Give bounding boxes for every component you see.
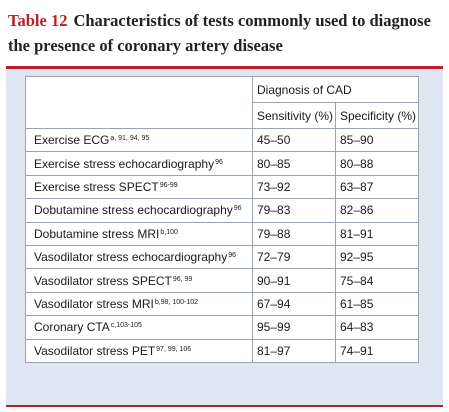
test-name: Vasodilator stress echocardiography [34, 250, 228, 265]
test-name-cell: Vasodilator stress SPECT96, 99 [25, 268, 253, 293]
test-name: Dobutamine stress MRI [34, 226, 160, 241]
test-name-cell: Coronary CTAc,103-105 [25, 315, 253, 340]
reference-superscript: 97, 99, 106 [156, 345, 192, 353]
test-name-cell: Dobutamine stress MRIb,100 [25, 221, 253, 246]
table-number: Table 12 [8, 11, 68, 30]
reference-superscript: 96-99 [159, 181, 178, 189]
test-name: Vasodilator stress MRI [34, 296, 154, 311]
bottom-rule [6, 405, 443, 407]
reference-superscript: b,100 [160, 228, 178, 236]
table-row: Vasodilator stress echocardiography96 72–… [25, 244, 419, 270]
test-name-cell: Exercise stress SPECT96-99 [25, 174, 253, 200]
table-row: Exercise stress echocardiography96 80–85 8… [25, 151, 419, 176]
sensitivity-header: Sensitivity (%) [252, 102, 336, 129]
specificity-cell: 80–88 [335, 151, 419, 176]
table-caption: Table 12 Characteristics of tests commonl… [8, 8, 444, 58]
sensitivity-cell: 90–91 [252, 268, 336, 293]
table-row: Dobutamine stress echocardiography96 79–8… [25, 198, 419, 223]
specificity-cell: 92–95 [335, 244, 419, 270]
sensitivity-cell: 72–79 [252, 244, 336, 270]
table-row: Vasodilator stress PET97, 99, 106 81–97 74… [25, 338, 419, 363]
empty-header-cell [25, 76, 253, 129]
test-name: Coronary CTA [34, 320, 110, 335]
reference-superscript: 96, 99 [172, 275, 193, 283]
reference-superscript: a, 91, 94, 95 [110, 135, 150, 143]
test-name-cell: Exercise ECGa, 91, 94, 95 [25, 127, 253, 153]
sensitivity-cell: 80–85 [252, 151, 336, 176]
top-rule [6, 66, 443, 69]
reference-superscript: 96 [233, 205, 242, 213]
test-name-cell: Dobutamine stress echocardiography96 [25, 198, 253, 223]
sensitivity-cell: 73–92 [252, 174, 336, 200]
table-row: Exercise stress SPECT96-99 73–92 63–87 [25, 174, 419, 200]
specificity-cell: 63–87 [335, 174, 419, 200]
reference-superscript: 96 [228, 252, 237, 260]
test-name: Dobutamine stress echocardiography [34, 203, 233, 218]
table-row: Vasodilator stress SPECT96, 99 90–91 75–84 [25, 268, 419, 293]
test-name: Exercise stress SPECT [34, 179, 159, 194]
test-name: Vasodilator stress PET [34, 343, 156, 358]
specificity-cell: 85–90 [335, 127, 419, 153]
cad-test-table: Diagnosis of CAD Sensitivity (%) Specifi… [25, 76, 419, 363]
specificity-header: Specificity (%) [335, 102, 419, 129]
table-title: Characteristics of tests commonly used t… [8, 11, 431, 55]
test-name: Exercise stress echocardiography [34, 156, 215, 171]
specificity-cell: 74–91 [335, 338, 419, 363]
table-row: Vasodilator stress MRIb,98, 100-102 67–94… [25, 291, 419, 317]
specificity-cell: 81–91 [335, 221, 419, 246]
group-header-row: Diagnosis of CAD [25, 76, 419, 129]
sensitivity-cell: 95–99 [252, 315, 336, 340]
specificity-cell: 64–83 [335, 315, 419, 340]
test-name-cell: Exercise stress echocardiography96 [25, 151, 253, 176]
reference-superscript: 96 [215, 158, 223, 166]
specificity-cell: 61–85 [335, 291, 419, 317]
test-name-cell: Vasodilator stress echocardiography96 [25, 244, 253, 270]
sensitivity-cell: 79–83 [252, 198, 336, 223]
sensitivity-cell: 67–94 [252, 291, 336, 317]
table-row: Coronary CTAc,103-105 95–99 64–83 [25, 315, 419, 340]
sensitivity-cell: 45–50 [252, 127, 336, 153]
test-name: Exercise ECG [34, 133, 110, 148]
test-name: Vasodilator stress SPECT [34, 273, 172, 288]
reference-superscript: b,98, 100-102 [154, 298, 199, 306]
test-name-cell: Vasodilator stress MRIb,98, 100-102 [25, 291, 253, 317]
sensitivity-cell: 79–88 [252, 221, 336, 246]
group-header: Diagnosis of CAD [252, 76, 419, 103]
table-row: Dobutamine stress MRIb,100 79–88 81–91 [25, 221, 419, 246]
specificity-cell: 82–86 [335, 198, 419, 223]
sensitivity-cell: 81–97 [252, 338, 336, 363]
specificity-cell: 75–84 [335, 268, 419, 293]
reference-superscript: c,103-105 [110, 322, 142, 330]
test-name-cell: Vasodilator stress PET97, 99, 106 [25, 338, 253, 363]
table-row: Exercise ECGa, 91, 94, 95 45–50 85–90 [25, 127, 419, 153]
